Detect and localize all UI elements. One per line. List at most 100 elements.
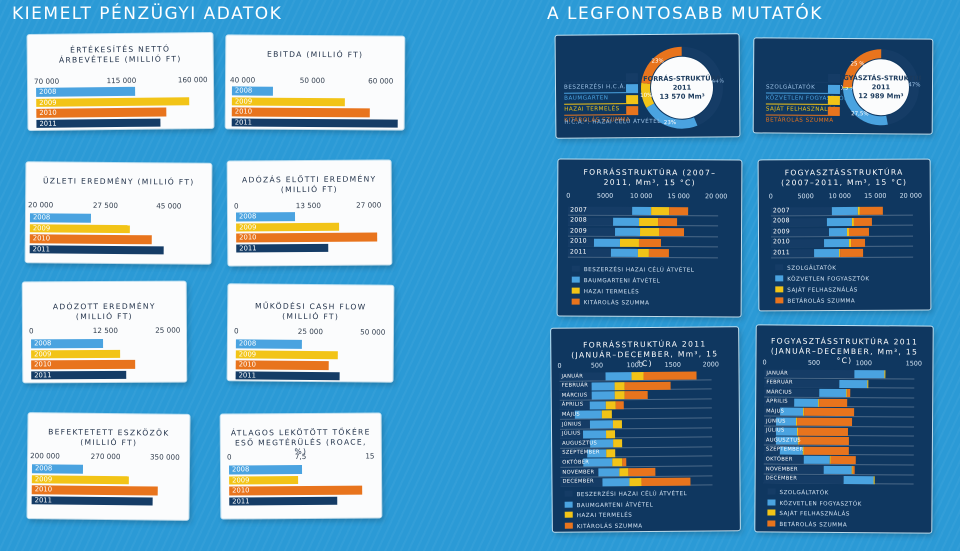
forras_donut-center-text: 2011 — [673, 84, 692, 92]
fogy_monthly-legend-label: SAJÁT FELHASZNÁLÁS — [779, 511, 850, 518]
forras_monthly-legend-item: BESZERZÉSI HAZAI CÉLÚ ÁTVÉTEL — [564, 490, 688, 499]
fogy_struct-tick-label: 0 — [768, 192, 773, 201]
uzleti-title: ÜZLETI EREDMÉNY (MILLIÓ FT) — [42, 176, 195, 187]
fogy_monthly-seg-AUGUSZTUS-3 — [798, 436, 849, 446]
fogy_monthly-seg-MÁJUS-3 — [804, 408, 855, 417]
ebitda-bar-2008: 2008 — [231, 86, 273, 96]
arbevetel-bar-label: 2008 — [39, 87, 57, 96]
arbevetel-tick-label: 115 000 — [106, 75, 137, 86]
fogyasztas_donut-legend-swatch — [827, 106, 840, 116]
forras_monthly-seg-FEBRUÁR-1 — [591, 381, 615, 391]
beruhazas-bar-label: 2008 — [34, 464, 53, 473]
cashflow-title: MŰKÖDÉSI CASH FLOW (MILLIÓ FT) — [254, 301, 367, 321]
beruhazas-bar-label: 2011 — [34, 495, 53, 504]
fogyasztas_donut-legend-row: SZOLGÁLTATÓK — [766, 73, 829, 91]
beruhazas-tick-label: 350 000 — [149, 452, 180, 462]
fogy_monthly-seg-OKTÓBER-3 — [830, 456, 856, 465]
fogy_struct-legend-item: SZOLGÁLTATÓK — [775, 264, 836, 272]
fogy_struct-legend-label: KÖZVETLEN FOGYASZTÓK — [787, 276, 870, 283]
fogyasztas_donut-center-text: 12 989 Mm³ — [858, 92, 903, 100]
fogy_monthly-legend-swatch — [767, 488, 776, 495]
roace-tick-label: 0 — [226, 452, 232, 462]
fogy_monthly-row-label: JANUÁR — [766, 369, 789, 377]
ebitda-bar-label: 2011 — [234, 117, 253, 127]
forras_donut-legend-swatch — [626, 106, 639, 116]
chart-card-roace: ÁTLAGOS LEKÖTÖTT TŐKÉRE ESŐ MEGTÉRÜLÉS (… — [220, 413, 382, 519]
uzleti-bar-label: 2008 — [32, 213, 51, 222]
forras_monthly-row-label: JÚLIUS — [562, 430, 581, 437]
forras_monthly-row-label: MÁRCIUS — [561, 392, 588, 399]
forras_struct-title: FORRÁSSTRUKTÚRA (2007–2011, Mm³, 15 °C) — [583, 167, 717, 187]
arbevetel-bar-label: 2010 — [39, 108, 57, 117]
fogy_monthly-row-label: NOVEMBER — [765, 465, 798, 473]
forras_struct-tick-label: 10 000 — [629, 191, 653, 201]
adozas-tick-label: 0 — [233, 201, 239, 211]
uzleti-tick-label: 45 000 — [156, 201, 182, 211]
ebitda-tick-label: 40 000 — [229, 75, 256, 85]
fogyasztas_donut-donut-center — [852, 59, 909, 116]
fogy_monthly-legend-item: SAJÁT FELHASZNÁLÁS — [767, 509, 850, 518]
beruhazas-bar-2010: 2010 — [31, 485, 159, 496]
forras_monthly-row-label: ÁPRILIS — [561, 401, 584, 409]
forras_monthly-legend-item: KITÁROLÁS SZUMMA — [564, 522, 643, 530]
chart-card-beruhazas: BEFEKTETETT ESZKÖZÖK (MILLIÓ FT) 200 000 2… — [27, 413, 190, 520]
forras_struct-legend-swatch — [571, 287, 580, 294]
forras_donut-legend-swatch — [625, 84, 639, 94]
fogy_struct-tick-label: 10 000 — [828, 191, 851, 201]
forras_struct-seg-2011-2 — [637, 248, 649, 257]
uzleti-bar-label: 2011 — [32, 244, 51, 253]
fogy_monthly-seg-DECEMBER-2 — [873, 475, 875, 484]
fogyasztas_donut-legend-swatch — [827, 95, 840, 105]
adozas-bar-2009: 2009 — [236, 222, 339, 232]
forras_monthly-seg-JANUÁR-3 — [643, 371, 697, 381]
fogy_monthly-row-label: AUGUSZTUS — [765, 437, 801, 444]
forras_struct-seg-2011-1 — [610, 248, 638, 257]
arbevetel-bar-2011: 2011 — [36, 118, 161, 128]
forras_struct-legend-item: HAZAI TERMELÉS — [571, 287, 640, 295]
ebitda-bar-label: 2010 — [234, 107, 253, 116]
header-left-title: KIEMELT PÉNZÜGYI ADATOK — [12, 4, 283, 24]
adozott-bar-2009: 2009 — [31, 349, 120, 359]
forras_donut-legend-row: HAZAI TERMELÉS — [564, 95, 627, 113]
uzleti-bar-2008: 2008 — [29, 213, 91, 223]
forras_monthly-seg-AUGUSZTUS-2 — [613, 439, 623, 448]
fogyasztas_donut-slice-label: 25 % — [850, 61, 864, 67]
fogy_monthly-row-label: JÚLIUS — [765, 427, 785, 434]
fogy_struct-legend-swatch — [775, 297, 784, 304]
chart-card-cashflow: MŰKÖDÉSI CASH FLOW (MILLIÓ FT) 0 25 000 50 … — [227, 284, 394, 382]
arbevetel-tick-label: 160 000 — [177, 75, 208, 85]
adozas-bar-2011: 2011 — [236, 243, 329, 253]
chart-card-forras-monthly: FORRÁSSTRUKTÚRA 2011 (JANUÁR–DECEMBER, M… — [551, 327, 740, 532]
forras_struct-seg-2011-3 — [648, 248, 670, 258]
fogy_monthly-seg-FEBRUÁR-2 — [867, 379, 869, 388]
forras_struct-seg-2009-3 — [658, 228, 685, 237]
fogy_monthly-legend-label: SZOLGÁLTATÓK — [779, 490, 829, 497]
fogy_monthly-seg-JÚLIUS-3 — [797, 427, 849, 436]
forras_monthly-legend-label: BESZERZÉSI HAZAI CÉLÚ ÁTVÉTEL — [576, 491, 688, 499]
roace-bar-label: 2008 — [231, 465, 250, 474]
fogy_monthly-legend-item: KÖZVETLEN FOGYASZTÓK — [767, 498, 862, 507]
forras_monthly-tick-label: 1500 — [664, 360, 681, 369]
chart-card-fogy-struct: FOGYASZTÁSSTRUKTÚRA (2007–2011, Mm³, 15 … — [758, 159, 931, 311]
uzleti-bar-2010: 2010 — [29, 234, 152, 244]
roace-bar-label: 2011 — [232, 496, 250, 505]
fogy_monthly-tick-label: 0 — [762, 358, 767, 367]
forras_monthly-seg-DECEMBER-2 — [629, 477, 642, 486]
forras_donut-legend-row: BAUMGARTEN — [563, 84, 627, 102]
adozott-tick-label: 12 500 — [92, 325, 118, 336]
forras_donut-slice-label: 10% — [640, 93, 652, 99]
fogy_struct-seg-2009-1 — [828, 227, 847, 237]
fogy_struct-legend-swatch — [775, 275, 784, 282]
fogy_monthly-legend-swatch — [767, 519, 776, 527]
forras_donut-legend-swatch — [625, 73, 638, 83]
ebitda-title: EBITDA (MILLIÓ FT) — [267, 49, 364, 60]
beruhazas-bar-2009: 2009 — [31, 474, 129, 485]
cashflow-bar-label: 2011 — [238, 370, 256, 380]
ebitda-bar-label: 2008 — [234, 86, 253, 95]
arbevetel-bar-2008: 2008 — [36, 86, 136, 97]
fogy_struct-seg-2007-3 — [859, 206, 884, 215]
fogy_monthly-seg-MÁRCIUS-1 — [819, 389, 847, 398]
forras_monthly-seg-ÁPRILIS-1 — [590, 401, 606, 410]
arbevetel-bar-2010: 2010 — [36, 107, 167, 118]
forras_monthly-seg-OKTÓBER-2 — [611, 458, 623, 467]
